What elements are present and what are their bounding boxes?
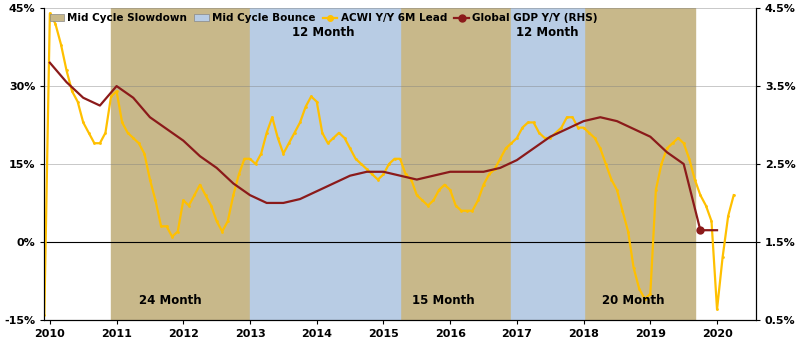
Bar bbox=[111, 8, 250, 320]
Legend: Mid Cycle Slowdown, Mid Cycle Bounce, ACWI Y/Y 6M Lead, Global GDP Y/Y (RHS): Mid Cycle Slowdown, Mid Cycle Bounce, AC… bbox=[50, 13, 598, 23]
Text: 24 Month: 24 Month bbox=[138, 294, 202, 307]
Bar bbox=[400, 8, 511, 320]
Text: 15 Month: 15 Month bbox=[412, 294, 475, 307]
Bar bbox=[511, 8, 583, 320]
Text: 12 Month: 12 Month bbox=[516, 26, 578, 39]
Bar bbox=[250, 8, 400, 320]
Text: 20 Month: 20 Month bbox=[602, 294, 665, 307]
Bar bbox=[583, 8, 695, 320]
Text: 12 Month: 12 Month bbox=[292, 26, 354, 39]
